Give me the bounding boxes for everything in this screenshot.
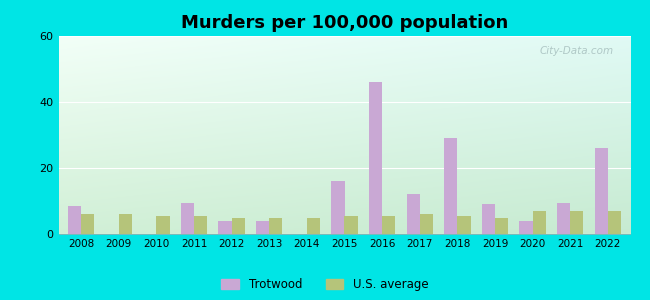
Bar [344,216,358,234]
Bar [482,204,495,234]
Bar [119,214,132,234]
Bar [532,211,546,234]
Bar [194,216,207,234]
Title: Murders per 100,000 population: Murders per 100,000 population [181,14,508,32]
Bar [595,148,608,234]
Bar [307,218,320,234]
Bar [369,82,382,234]
Bar [407,194,420,234]
Bar [382,216,395,234]
Bar [231,218,245,234]
Bar [332,181,344,234]
Bar [157,216,170,234]
Text: City-Data.com: City-Data.com [540,46,614,56]
Bar [269,218,282,234]
Bar [608,211,621,234]
Bar [458,216,471,234]
Bar [218,221,231,234]
Bar [420,214,433,234]
Bar [519,221,532,234]
Legend: Trotwood, U.S. average: Trotwood, U.S. average [222,278,428,291]
Bar [181,203,194,234]
Bar [570,211,584,234]
Bar [256,221,269,234]
Bar [557,203,570,234]
Bar [495,218,508,234]
Bar [444,138,458,234]
Bar [68,206,81,234]
Bar [81,214,94,234]
